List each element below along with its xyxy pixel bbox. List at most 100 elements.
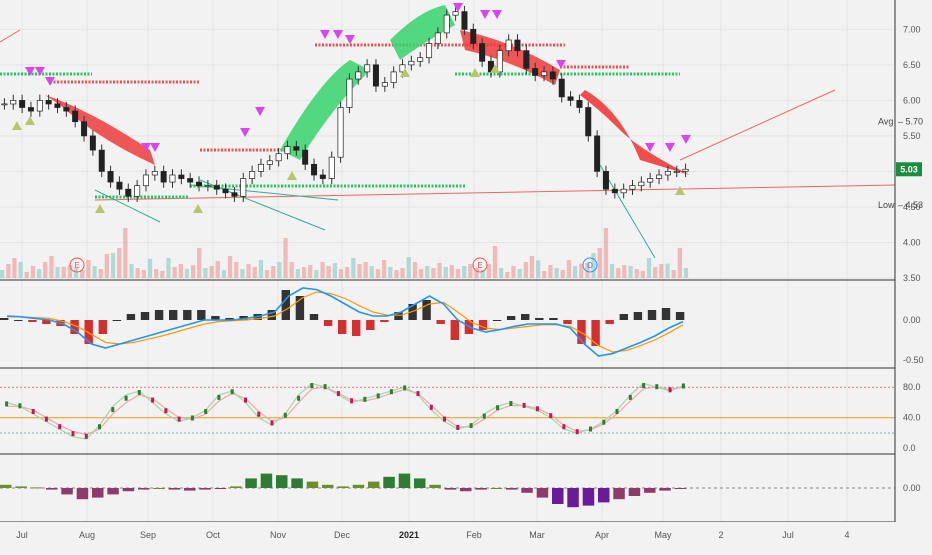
event-badge[interactable]	[69, 257, 85, 273]
price-tick-label: 7.00	[903, 24, 921, 34]
candle-body	[549, 71, 556, 80]
time-tick-label: Sep	[140, 530, 156, 540]
osc-bar	[444, 488, 457, 490]
osc-bar	[460, 488, 472, 492]
candle-body	[390, 71, 397, 83]
volume-bar	[308, 265, 313, 278]
volume-bar	[123, 228, 128, 278]
volume-bar	[536, 260, 541, 278]
osc-bar	[337, 486, 349, 488]
candle-body	[204, 185, 211, 187]
macd-histogram-bar	[521, 314, 530, 320]
osc-bar	[414, 478, 426, 488]
osc-bar	[122, 488, 135, 492]
stoch-bar	[363, 396, 367, 402]
volume-bar	[646, 258, 652, 278]
volume-bar	[30, 266, 36, 278]
candle-body	[213, 185, 220, 190]
osc-bar	[674, 488, 687, 489]
event-badge[interactable]	[582, 257, 598, 273]
osc-bar	[260, 473, 273, 488]
osc-bar	[506, 488, 518, 490]
volume-bar	[431, 268, 436, 278]
candle-body	[311, 163, 318, 176]
price-marker-value: – 4.53	[898, 200, 923, 210]
time-tick-label: 4	[844, 530, 849, 540]
candle-body	[355, 71, 362, 80]
osc-bar	[168, 488, 181, 490]
volume-bar	[511, 266, 516, 278]
volume-bar	[191, 265, 196, 278]
candle-body	[72, 110, 79, 123]
osc-bar	[306, 481, 319, 488]
volume-bar	[43, 262, 48, 278]
volume-bar	[609, 264, 615, 278]
stoch-bar	[323, 384, 327, 390]
macd-histogram-bar	[338, 320, 347, 334]
candle-body	[222, 188, 229, 194]
osc-bar	[521, 488, 533, 493]
stoch-d-line	[6, 386, 684, 436]
stoch-bar	[615, 409, 619, 414]
event-badge[interactable]	[472, 257, 488, 273]
stoch-bar	[270, 420, 274, 426]
sell-marker	[665, 143, 675, 152]
volume-bar	[382, 260, 387, 278]
stoch-bar	[336, 391, 340, 397]
volume-bar	[92, 266, 97, 278]
stoch-bar	[190, 415, 194, 421]
stoch-bar	[655, 384, 659, 390]
osc-bar	[153, 488, 165, 489]
macd-histogram-bar	[183, 310, 192, 320]
time-tick-label: Jul	[782, 530, 794, 540]
volume-bar	[412, 262, 418, 278]
macd-histogram-bar	[633, 312, 643, 320]
stoch-bar	[297, 395, 301, 401]
time-axis-bg[interactable]	[0, 522, 932, 550]
stoch-bar	[389, 389, 393, 395]
volume-bar	[49, 256, 54, 278]
candle-body	[452, 11, 459, 16]
volume-bar	[18, 262, 23, 278]
volume-bar	[135, 268, 140, 278]
buy-marker	[675, 186, 685, 195]
osc-bar	[230, 486, 242, 488]
candle-body	[346, 78, 353, 108]
candle-body	[611, 188, 618, 194]
macd-histogram-bar	[563, 320, 572, 324]
candle-body	[196, 181, 203, 187]
stoch-bar	[429, 404, 433, 410]
stoch-bar	[562, 424, 566, 430]
candle-body	[647, 178, 654, 183]
sell-marker	[480, 10, 490, 19]
volume-bar	[154, 269, 159, 278]
volume-bar	[486, 264, 491, 278]
sell-marker	[141, 143, 151, 152]
osc-bar	[368, 481, 380, 488]
event-badge-label: E	[74, 261, 79, 270]
macd-histogram-bar	[605, 320, 614, 324]
volume-bar	[357, 264, 362, 278]
volume-bar	[6, 264, 11, 278]
candle-body	[461, 11, 468, 30]
candle-body	[98, 149, 105, 172]
time-tick-label: 2021	[399, 530, 419, 540]
volume-bar	[283, 238, 288, 278]
volume-bar	[215, 261, 220, 278]
stoch-bar	[177, 416, 181, 422]
macd-histogram-bar	[225, 318, 234, 320]
osc-bar	[276, 475, 288, 488]
macd-histogram-bar	[112, 320, 122, 321]
stoch-bar	[217, 394, 221, 400]
volume-bar	[468, 264, 473, 278]
macd-histogram-bar	[154, 310, 164, 320]
volume-bar	[12, 258, 17, 278]
ribbon-green-2	[390, 5, 455, 60]
trendline-rising	[679, 89, 836, 161]
volume-bar	[462, 266, 467, 278]
volume-bar	[332, 263, 337, 278]
candle-body	[240, 178, 247, 197]
time-axis[interactable]: Jul Aug Sep Oct Nov Dec 2021 Feb Mar Apr May 2 Jul 4	[0, 522, 932, 550]
time-tick-label: May	[654, 530, 672, 540]
volume-bar	[98, 269, 103, 278]
